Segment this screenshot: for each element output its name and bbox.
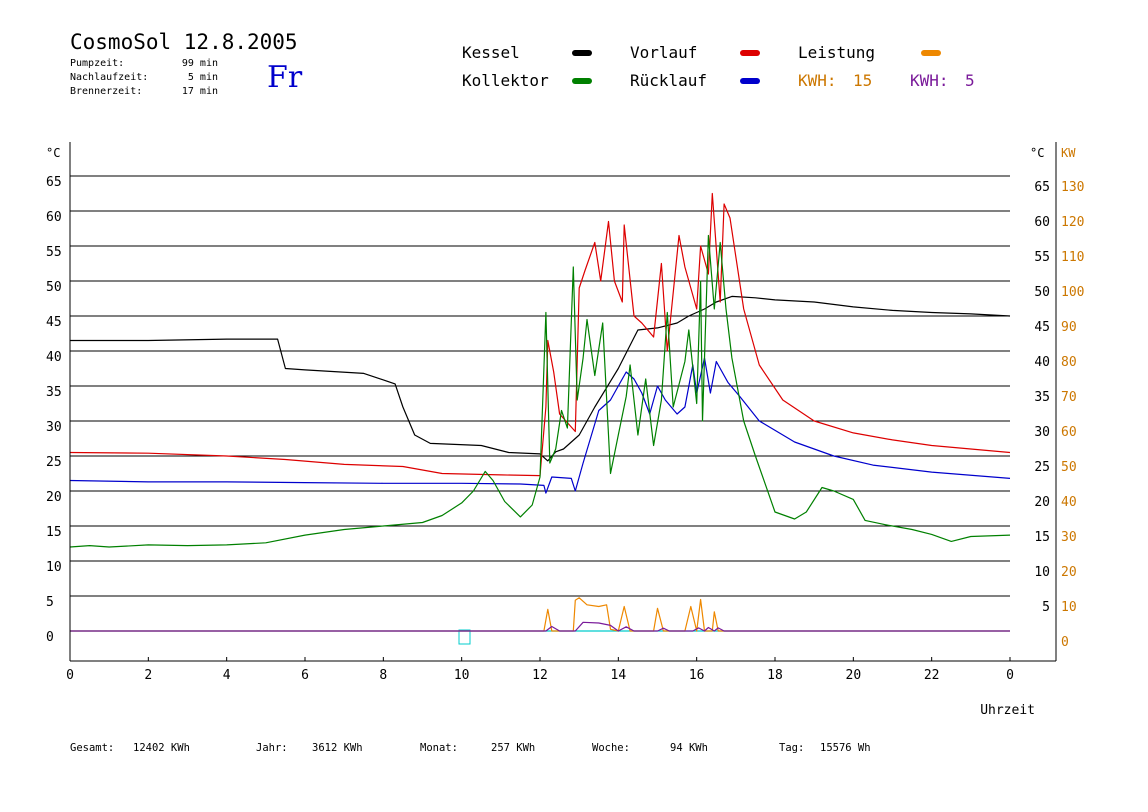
- marker-box: [458, 629, 471, 645]
- y-tick-right-kw: 120: [1061, 215, 1084, 230]
- legend-kollektor-label: Kollektor: [462, 71, 549, 90]
- stat-nachlaufzeit-label: Nachlaufzeit:: [70, 72, 149, 83]
- footer-jahr-label: Jahr:: [256, 742, 288, 754]
- legend-vorlauf-label: Vorlauf: [630, 43, 698, 62]
- y-tick-right-kw: 30: [1061, 530, 1077, 545]
- y-tick-right-kw: 70: [1061, 390, 1077, 405]
- x-tick-label: 20: [846, 668, 862, 683]
- x-tick-label: 2: [144, 668, 152, 683]
- y-tick-right-kw: 0: [1061, 635, 1069, 650]
- page-title: CosmoSol 12.8.2005: [70, 30, 298, 54]
- legend-kollektor-swatch: [572, 78, 592, 84]
- x-axis-label: Uhrzeit: [980, 703, 1035, 718]
- y-tick-left: 10: [46, 560, 62, 575]
- x-tick-label: 8: [379, 668, 387, 683]
- series-r-cklauf: [69, 357, 1011, 494]
- y-tick-right-c: 55: [1034, 250, 1050, 265]
- y-tick-right-c: 60: [1034, 215, 1050, 230]
- x-tick-label: 14: [611, 668, 627, 683]
- y-tick-right-c: 15: [1034, 530, 1050, 545]
- footer-gesamt-value: 12402 KWh: [133, 742, 190, 754]
- y-tick-right-kw: 130: [1061, 180, 1084, 195]
- footer-jahr-value: 3612 KWh: [312, 742, 363, 754]
- footer-woche-value: 94 KWh: [670, 742, 708, 754]
- y-tick-right-kw: 10: [1061, 600, 1077, 615]
- y-tick-right-kw: 80: [1061, 355, 1077, 370]
- legend-kwh2-label: KWH:: [910, 71, 949, 90]
- stat-pumpzeit-value: 99 min: [181, 58, 218, 69]
- footer-gesamt-label: Gesamt:: [70, 742, 115, 754]
- y-tick-left: 20: [46, 490, 62, 505]
- y-tick-left: 50: [46, 280, 62, 295]
- y-tick-left: 15: [46, 525, 62, 540]
- y-unit-right-c: °C: [1030, 146, 1044, 160]
- x-tick-label: 22: [924, 668, 940, 683]
- y-tick-left: 40: [46, 350, 62, 365]
- y-unit-left: °C: [46, 146, 60, 160]
- x-tick-label: 12: [532, 668, 548, 683]
- y-tick-right-c: 45: [1034, 320, 1050, 335]
- series-kessel: [70, 295, 1011, 462]
- weekday-label: Fr: [267, 60, 303, 95]
- x-tick-label: 0: [1006, 668, 1014, 683]
- y-tick-right-kw: 20: [1061, 565, 1077, 580]
- legend-kessel-label: Kessel: [462, 43, 520, 62]
- y-tick-left: 35: [46, 385, 62, 400]
- x-tick-label: 4: [223, 668, 231, 683]
- y-tick-right-c: 5: [1042, 600, 1050, 615]
- footer-monat-value: 257 KWh: [491, 742, 536, 754]
- y-tick-right-kw: 90: [1061, 320, 1077, 335]
- x-tick-label: 6: [301, 668, 309, 683]
- footer-woche-label: Woche:: [592, 742, 630, 754]
- series-vorlauf: [69, 192, 1011, 477]
- y-tick-left: 30: [46, 420, 62, 435]
- x-tick-label: 0: [66, 668, 74, 683]
- y-tick-left: 60: [46, 210, 62, 225]
- y-tick-right-c: 65: [1034, 180, 1050, 195]
- stat-brennerzeit-label: Brennerzeit:: [70, 86, 143, 97]
- y-tick-left: 55: [46, 245, 62, 260]
- y-tick-right-kw: 60: [1061, 425, 1077, 440]
- y-tick-left: 65: [46, 175, 62, 190]
- y-tick-left: 0: [46, 630, 54, 645]
- y-tick-right-kw: 100: [1061, 285, 1084, 300]
- x-tick-label: 10: [454, 668, 470, 683]
- y-tick-right-kw: 110: [1061, 250, 1084, 265]
- footer-monat-label: Monat:: [420, 742, 458, 754]
- series-kollektor: [69, 234, 1011, 548]
- y-tick-right-kw: 50: [1061, 460, 1077, 475]
- stat-brennerzeit-value: 17 min: [181, 86, 218, 97]
- y-tick-right-c: 25: [1034, 460, 1050, 475]
- footer-tag-label: Tag:: [779, 742, 805, 754]
- x-tick-label: 16: [689, 668, 705, 683]
- y-tick-left: 45: [46, 315, 62, 330]
- x-tick-label: 18: [767, 668, 783, 683]
- series-kwh-5: [70, 621, 1010, 632]
- stat-nachlaufzeit-value: 5 min: [187, 72, 218, 83]
- y-tick-right-c: 40: [1034, 355, 1050, 370]
- stat-pumpzeit-label: Pumpzeit:: [70, 58, 125, 69]
- legend-ruecklauf-swatch: [740, 78, 760, 84]
- y-tick-right-c: 50: [1034, 285, 1050, 300]
- series-leistung: [70, 597, 1010, 632]
- y-tick-right-c: 20: [1034, 495, 1050, 510]
- legend-leistung-label: Leistung: [798, 43, 876, 62]
- y-tick-left: 5: [46, 595, 54, 610]
- y-unit-right-kw: KW: [1061, 146, 1076, 160]
- y-tick-right-c: 30: [1034, 425, 1050, 440]
- legend-kwh1-value: 15: [853, 71, 873, 90]
- legend-kessel-swatch: [572, 50, 592, 56]
- footer-tag-value: 15576 Wh: [820, 742, 871, 754]
- y-tick-right-c: 10: [1034, 565, 1050, 580]
- y-tick-right-kw: 40: [1061, 495, 1077, 510]
- legend-leistung-swatch: [921, 50, 941, 56]
- legend-ruecklauf-label: Rücklauf: [630, 71, 708, 90]
- y-tick-left: 25: [46, 455, 62, 470]
- legend-kwh2-value: 5: [965, 71, 975, 90]
- legend-kwh1-label: KWH:: [798, 71, 837, 90]
- legend-vorlauf-swatch: [740, 50, 760, 56]
- y-tick-right-c: 35: [1034, 390, 1050, 405]
